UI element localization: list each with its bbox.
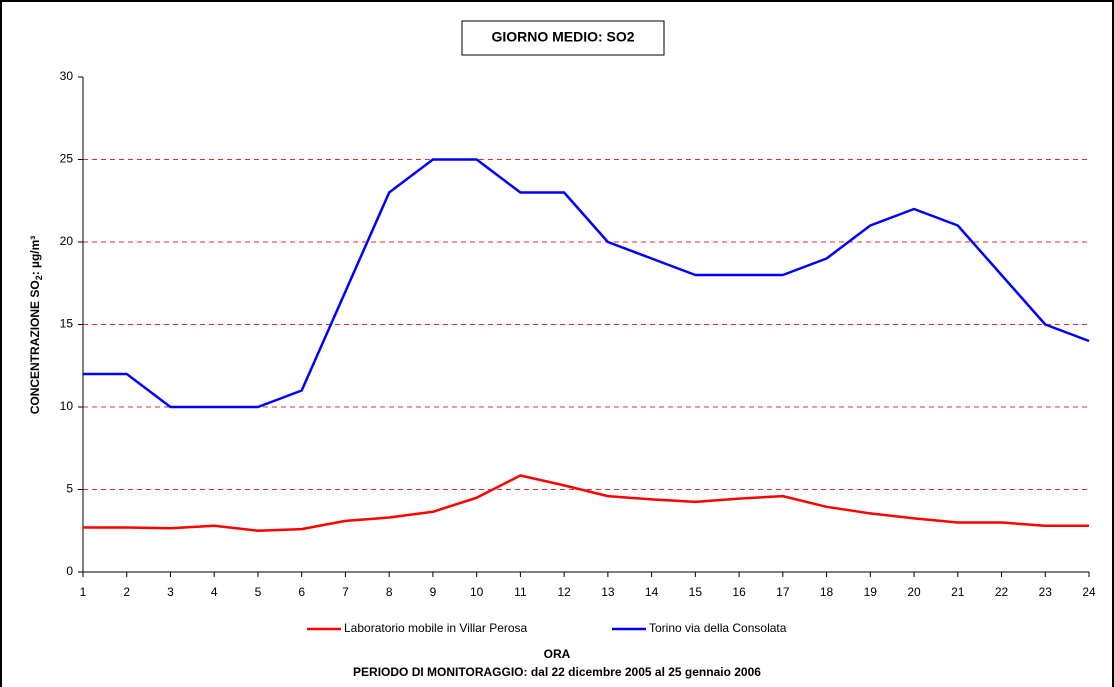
x-tick-label: 10 xyxy=(470,585,484,599)
x-tick-label: 11 xyxy=(514,585,527,599)
chart-title: GIORNO MEDIO: SO2 xyxy=(491,29,634,45)
x-tick-label: 17 xyxy=(776,585,790,599)
y-tick-label: 10 xyxy=(60,399,74,413)
x-tick-label: 12 xyxy=(557,585,571,599)
legend-label: Torino via della Consolata xyxy=(649,621,787,635)
x-tick-label: 14 xyxy=(645,585,659,599)
x-tick-label: 8 xyxy=(386,585,393,599)
x-tick-label: 7 xyxy=(342,585,349,599)
x-tick-label: 22 xyxy=(995,585,1009,599)
x-tick-label: 9 xyxy=(430,585,437,599)
y-tick-label: 30 xyxy=(60,69,74,83)
x-tick-label: 15 xyxy=(689,585,703,599)
y-tick-label: 25 xyxy=(60,152,74,166)
legend-label: Laboratorio mobile in Villar Perosa xyxy=(344,621,528,635)
title-box xyxy=(461,20,665,56)
x-tick-label: 19 xyxy=(864,585,878,599)
y-tick-label: 15 xyxy=(60,317,74,331)
x-tick-label: 18 xyxy=(820,585,834,599)
y-tick-label: 5 xyxy=(66,482,73,496)
x-tick-label: 2 xyxy=(123,585,130,599)
x-tick-label: 4 xyxy=(211,585,218,599)
series-line xyxy=(83,474,1089,532)
x-tick-label: 20 xyxy=(907,585,921,599)
x-tick-label: 16 xyxy=(732,585,746,599)
x-tick-label: 1 xyxy=(80,585,87,599)
x-tick-label: 5 xyxy=(255,585,262,599)
x-tick-label: 6 xyxy=(298,585,305,599)
x-tick-label: 21 xyxy=(951,585,965,599)
x-tick-label: 24 xyxy=(1082,585,1096,599)
x-tick-label: 3 xyxy=(167,585,174,599)
y-label-sub: 2 xyxy=(34,275,44,280)
y-label-text: CONCENTRAZIONE SO xyxy=(28,280,42,414)
x-tick-label: 13 xyxy=(601,585,615,599)
y-tick-label: 0 xyxy=(66,564,73,578)
series-line xyxy=(83,158,1090,409)
y-label-suffix: : µg/m³ xyxy=(28,236,42,276)
x-axis-title: ORA xyxy=(544,647,571,661)
subtitle: PERIODO DI MONITORAGGIO: dal 22 dicembre… xyxy=(353,665,761,679)
y-axis-title: CONCENTRAZIONE SO2: µg/m³ xyxy=(28,236,44,415)
x-tick-label: 23 xyxy=(1039,585,1053,599)
y-tick-label: 20 xyxy=(60,234,74,248)
